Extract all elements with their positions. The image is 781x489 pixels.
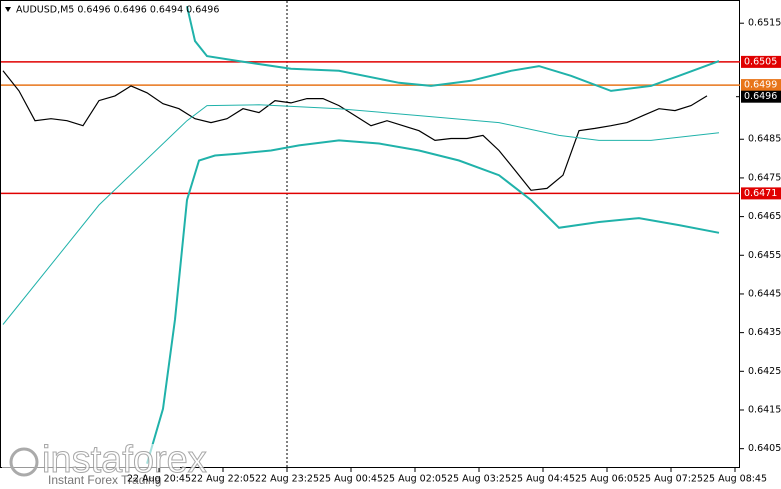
- price-line: [186, 5, 720, 92]
- watermark-logo: [9, 447, 39, 477]
- level-label-bg: [741, 55, 781, 68]
- x-tick-label: 25 Aug 00:45: [319, 474, 383, 485]
- level-label: 0.6471: [744, 188, 777, 199]
- y-tick-label: 0.6465: [748, 211, 781, 222]
- plot-frame: [0, 0, 740, 468]
- x-tick-label: 25 Aug 04:45: [511, 474, 575, 485]
- level-label-bg: [741, 90, 781, 103]
- y-tick-label: 0.6425: [748, 366, 781, 377]
- y-tick-label: 0.6445: [748, 288, 781, 299]
- y-tick-label: 0.6455: [748, 250, 781, 261]
- level-label-bg: [741, 187, 781, 200]
- x-tick-label: 25 Aug 08:45: [703, 474, 767, 485]
- levels: [1, 61, 740, 195]
- chart-title: AUDUSD,M5 0.6496 0.6496 0.6494 0.6496: [16, 5, 219, 16]
- level-label: 0.6505: [744, 56, 777, 67]
- level-label: 0.6499: [744, 80, 777, 91]
- price-line: [2, 70, 708, 191]
- level-label-bg: [741, 79, 781, 92]
- watermark-text: instaforex: [42, 439, 207, 481]
- y-tick-label: 0.6435: [748, 327, 781, 338]
- x-tick-label: 25 Aug 06:05: [575, 474, 639, 485]
- price-line: [146, 139, 720, 464]
- y-tick-label: 0.6515: [748, 18, 781, 29]
- y-tick-label: 0.6405: [748, 443, 781, 454]
- y-tick-label: 0.6475: [748, 172, 781, 183]
- x-tick-label: 25 Aug 03:25: [447, 474, 511, 485]
- series: [2, 5, 720, 464]
- x-tick-label: 25 Aug 07:25: [639, 474, 703, 485]
- y-tick-label: 0.6415: [748, 404, 781, 415]
- y-tick-label: 0.6485: [748, 134, 781, 145]
- price-line: [2, 104, 720, 325]
- title-arrow: [5, 7, 11, 12]
- x-tick-label: 22 Aug 20:45: [127, 474, 191, 485]
- x-tick-label: 25 Aug 02:05: [383, 474, 447, 485]
- watermark: instaforex Instant Forex Trading: [2, 439, 207, 488]
- x-tick-label: 22 Aug 22:05: [191, 474, 255, 485]
- watermark-subtext: Instant Forex Trading: [48, 473, 161, 487]
- x-tick-label: 22 Aug 23:25: [255, 474, 319, 485]
- level-label: 0.6496: [744, 91, 777, 102]
